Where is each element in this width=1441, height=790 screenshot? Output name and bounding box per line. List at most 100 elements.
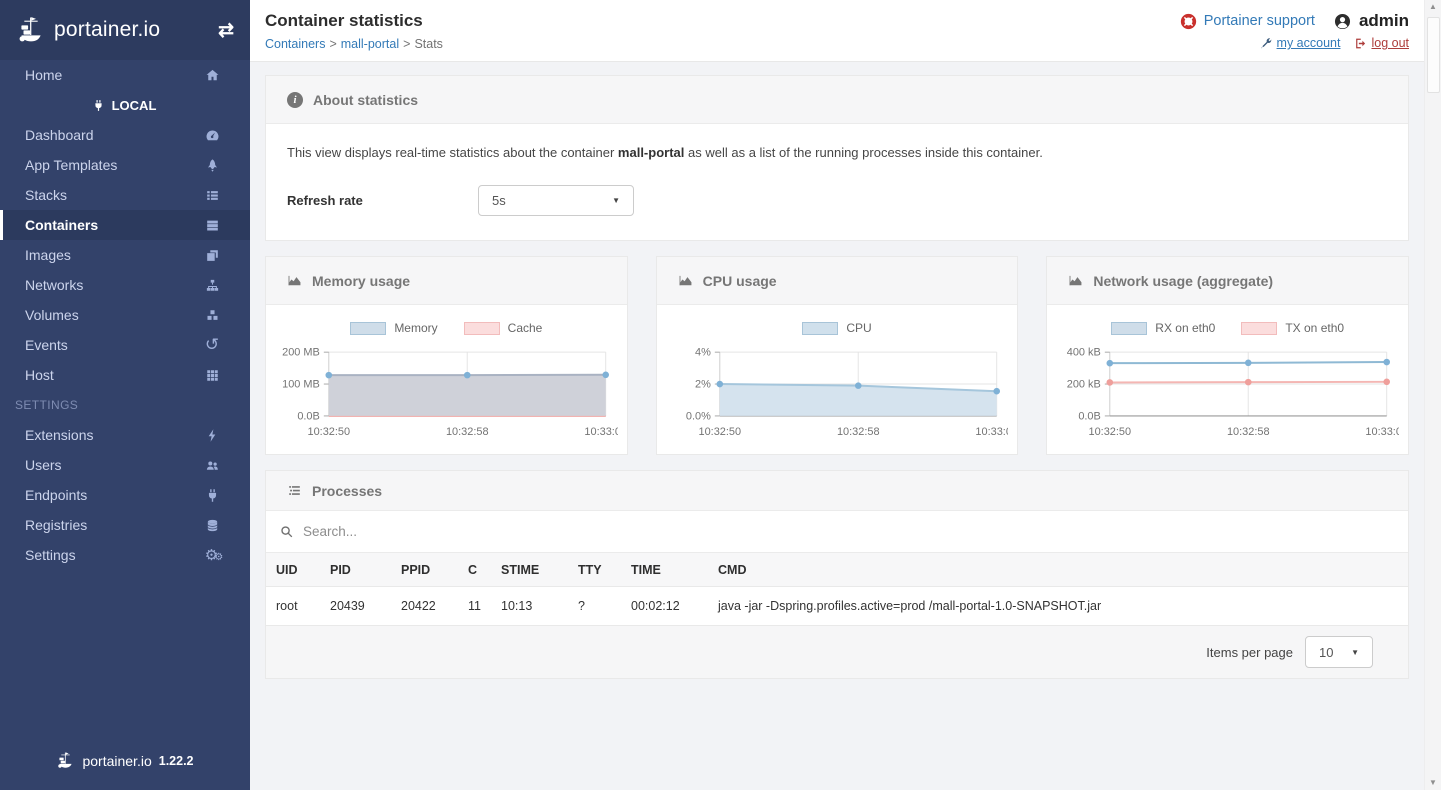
search-input[interactable]	[303, 524, 1395, 539]
scroll-up-arrow[interactable]: ▲	[1429, 2, 1437, 11]
refresh-rate-label: Refresh rate	[287, 193, 363, 208]
brand-name: portainer.io	[54, 18, 161, 41]
chart-area-icon	[679, 275, 692, 286]
my-account-link[interactable]: my account	[1260, 36, 1340, 50]
network-chart-legend: RX on eth0 TX on eth0	[1056, 321, 1399, 335]
col-pid: PID	[320, 553, 391, 587]
col-cmd: CMD	[708, 553, 1408, 587]
sidebar-section-settings: SETTINGS	[15, 398, 79, 412]
cpu-usage-chart: 4% 2% 0.0% 10:32:50 10:32:58 10:33:02	[686, 347, 1009, 438]
wrench-icon	[1260, 37, 1271, 48]
refresh-rate-select[interactable]: 5s ▼	[478, 185, 634, 216]
sidebar-item-settings[interactable]: Settings ⚙⚙	[0, 540, 250, 570]
logout-icon	[1356, 38, 1366, 48]
sidebar-item-home[interactable]: Home	[0, 60, 250, 90]
items-per-page-label: Items per page	[1206, 644, 1293, 660]
breadcrumb: Containers > mall-portal > Stats	[265, 37, 443, 51]
database-icon	[201, 517, 223, 534]
chart-area-icon	[288, 275, 301, 286]
sidebar-item-host[interactable]: Host	[0, 360, 250, 390]
portainer-logo-icon	[19, 17, 41, 42]
about-description: This view displays real-time statistics …	[287, 145, 1043, 160]
svg-text:10:33:02: 10:33:02	[1366, 426, 1399, 438]
life-ring-icon	[1180, 13, 1196, 29]
username: admin	[1358, 11, 1409, 30]
log-out-link[interactable]: log out	[1354, 36, 1409, 50]
rx-legend-swatch	[1111, 321, 1148, 335]
about-statistics-panel: i About statistics This view displays re…	[265, 75, 1409, 241]
sidebar-logo-band[interactable]: portainer.io ⇄	[0, 0, 250, 60]
sidebar-item-images[interactable]: Images	[0, 240, 250, 270]
dashboard-icon	[201, 127, 223, 144]
tasks-icon	[289, 486, 300, 495]
memory-usage-header: Memory usage	[266, 257, 627, 305]
col-c: C	[458, 553, 491, 587]
container-name: mall-portal	[617, 145, 685, 160]
sidebar-item-networks[interactable]: Networks	[0, 270, 250, 300]
sidebar-item-dashboard[interactable]: Dashboard	[0, 120, 250, 150]
sidebar-item-containers[interactable]: Containers	[0, 210, 250, 240]
portainer-support-link[interactable]: Portainer support	[1180, 13, 1315, 30]
cpu-usage-panel: CPU usage CPU 4% 2% 0.0% 10:32:50 10:32:58 10…	[655, 256, 1019, 455]
cpu-legend-swatch	[802, 321, 839, 335]
processes-panel: Processes UID	[265, 470, 1409, 679]
caret-down-icon: ▼	[1351, 647, 1359, 657]
charts-row: Memory usage Memory Cache 200 MB 100 MB 0.…	[265, 256, 1410, 455]
plug-icon	[95, 99, 102, 111]
sidebar-item-users[interactable]: Users	[0, 450, 250, 480]
users-icon	[201, 457, 223, 474]
list-icon	[201, 187, 223, 204]
cpu-chart-legend: CPU	[666, 321, 1009, 335]
col-time: TIME	[621, 553, 708, 587]
breadcrumb-container-link[interactable]: mall-portal	[340, 37, 400, 51]
table-row: root 20439 20422 11 10:13 ? 00:02:12 jav…	[266, 586, 1408, 626]
sidebar-item-extensions[interactable]: Extensions	[0, 420, 250, 450]
scrollbar-thumb[interactable]	[1426, 17, 1440, 93]
scroll-down-arrow[interactable]: ▼	[1429, 778, 1437, 787]
svg-text:10:33:02: 10:33:02	[584, 426, 617, 438]
processes-table: UID PID PPID C STIME TTY TIME CMD root	[266, 553, 1408, 626]
history-icon: ↺	[204, 335, 220, 354]
table-header-row: UID PID PPID C STIME TTY TIME CMD	[266, 553, 1408, 587]
sidebar-item-app-templates[interactable]: App Templates	[0, 150, 250, 180]
breadcrumb-current: Stats	[414, 37, 443, 51]
sidebar-menu: Home LOCAL Dashboard App Templates	[0, 60, 250, 751]
sitemap-icon	[201, 277, 223, 294]
sidebar-item-stacks[interactable]: Stacks	[0, 180, 250, 210]
network-usage-panel: Network usage (aggregate) RX on eth0 TX …	[1046, 256, 1410, 455]
network-usage-chart: 400 kB 200 kB 0.0B 10:32:50 10:32:58 10:33:02	[1067, 347, 1399, 438]
svg-text:10:32:50: 10:32:50	[308, 426, 351, 438]
col-tty: TTY	[568, 553, 621, 587]
rocket-icon	[201, 157, 223, 174]
svg-text:200 kB: 200 kB	[1067, 379, 1101, 391]
svg-text:2%: 2%	[695, 379, 711, 391]
clone-icon	[201, 247, 223, 264]
network-usage-header: Network usage (aggregate)	[1047, 257, 1409, 305]
svg-text:100 MB: 100 MB	[282, 379, 320, 391]
items-per-page-select[interactable]: 10 ▼	[1305, 636, 1373, 668]
sidebar-item-endpoints[interactable]: Endpoints	[0, 480, 250, 510]
tx-legend-swatch	[1241, 321, 1278, 335]
cogs-icon: ⚙⚙	[204, 547, 223, 564]
footer-brand: portainer.io	[82, 752, 152, 769]
svg-text:0.0B: 0.0B	[1079, 410, 1102, 422]
vertical-scrollbar[interactable]: ▲ ▼	[1424, 0, 1441, 790]
search-icon	[281, 526, 293, 538]
svg-text:0.0B: 0.0B	[297, 410, 320, 422]
col-uid: UID	[266, 553, 320, 587]
portainer-logo-icon	[58, 752, 73, 768]
sidebar-item-registries[interactable]: Registries	[0, 510, 250, 540]
app-version: 1.22.2	[158, 753, 194, 768]
svg-text:4%: 4%	[695, 347, 711, 359]
endpoint-switch-icon[interactable]: ⇄	[218, 19, 234, 41]
sidebar-item-events[interactable]: Events ↺	[0, 330, 250, 360]
content: i About statistics This view displays re…	[250, 62, 1424, 790]
page-header: Container statistics Containers > mall-por…	[250, 0, 1424, 62]
user-menu[interactable]: admin	[1333, 11, 1409, 31]
col-ppid: PPID	[391, 553, 458, 587]
caret-down-icon: ▼	[612, 196, 620, 205]
svg-text:400 kB: 400 kB	[1067, 347, 1101, 359]
memory-legend-swatch	[350, 321, 387, 335]
breadcrumb-containers-link[interactable]: Containers	[265, 37, 326, 51]
sidebar-item-volumes[interactable]: Volumes	[0, 300, 250, 330]
